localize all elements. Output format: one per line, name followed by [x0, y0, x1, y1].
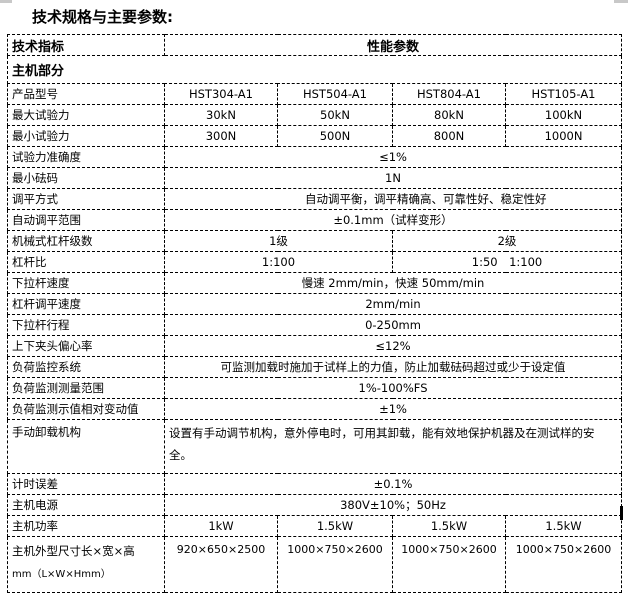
cell: 1000×750×2600	[392, 536, 506, 593]
row-label: 试验力准确度	[7, 146, 165, 168]
cell: 可监测加载时施加于试样上的力值，防止加载砝码超过或少于设定值	[163, 356, 623, 378]
cell: HST504-A1	[277, 83, 393, 105]
cell: 500N	[277, 125, 393, 147]
cell: 1%-100%FS	[163, 377, 623, 399]
cell: 300N	[164, 125, 278, 147]
table-row: 最大试验力 30kN 50kN 80kN 100kN	[7, 104, 623, 126]
table-row: 负荷监控系统 可监测加载时施加于试样上的力值，防止加载砝码超过或少于设定值	[7, 356, 623, 378]
table-row: 上下夹头偏心率 ≤12%	[7, 335, 623, 357]
cell: 慢速 2mm/min，快速 50mm/min	[163, 272, 623, 294]
table-row: 负荷监测测量范围 1%-100%FS	[7, 377, 623, 399]
cell: 100kN	[504, 104, 623, 126]
cell: 设置有手动调节机构，意外停电时，可用其卸载，能有效地保护机器及在测试样的安全。	[163, 419, 623, 474]
row-label: 主机功率	[7, 515, 165, 537]
row-label: 最小试验力	[7, 125, 165, 147]
row-label: 最大试验力	[7, 104, 165, 126]
cell: HST105-A1	[504, 83, 623, 105]
table-row: 试验力准确度 ≤1%	[7, 146, 623, 168]
cell: 50kN	[277, 104, 393, 126]
cell: ≤1%	[163, 146, 623, 168]
cell: 800N	[392, 125, 506, 147]
cell: 30kN	[164, 104, 278, 126]
page-title: 技术规格与主要参数:	[32, 8, 173, 26]
text-cursor	[620, 506, 623, 520]
table-row: 手动卸载机构 设置有手动调节机构，意外停电时，可用其卸载，能有效地保护机器及在测…	[7, 419, 623, 474]
table-header-row: 技术指标 性能参数	[7, 34, 623, 56]
cell: 0-250mm	[163, 314, 623, 336]
table-row: 下拉杆速度 慢速 2mm/min，快速 50mm/min	[7, 272, 623, 294]
table-row: 最小试验力 300N 500N 800N 1000N	[7, 125, 623, 147]
table-row: 负荷监测示值相对变动值 ±1%	[7, 398, 623, 420]
row-label-line2: mm（L×W×Hmm）	[12, 569, 111, 580]
row-label: 主机电源	[7, 494, 165, 516]
cell: 1.5kW	[277, 515, 393, 537]
row-label: 主机外型尺寸长×宽×高 mm（L×W×Hmm）	[7, 536, 165, 593]
cell: 2mm/min	[163, 293, 623, 315]
cell: HST804-A1	[392, 83, 506, 105]
row-label: 自动调平范围	[7, 209, 165, 231]
section-row: 主机部分	[6, 55, 623, 84]
row-label: 下拉杆速度	[7, 272, 165, 294]
row-label: 负荷监控系统	[7, 356, 165, 378]
row-label: 杠杆调平速度	[7, 293, 165, 315]
table-row: 主机功率 1kW 1.5kW 1.5kW 1.5kW	[7, 515, 623, 537]
cell: ±1%	[163, 398, 623, 420]
cell: 1kW	[164, 515, 278, 537]
header-indicator: 技术指标	[7, 34, 165, 56]
section-title: 主机部分	[6, 55, 623, 84]
cell: 1N	[163, 167, 623, 189]
cell: 1.5kW	[392, 515, 506, 537]
scroll-corner-right	[614, 0, 628, 3]
table-row: 自动调平范围 ±0.1mm（试样变形）	[7, 209, 623, 231]
cell: 1000N	[504, 125, 623, 147]
row-label: 杠杆比	[7, 251, 165, 273]
table-row: 主机外型尺寸长×宽×高 mm（L×W×Hmm） 920×650×2500 1000…	[7, 536, 623, 593]
cell: ≤12%	[163, 335, 623, 357]
row-label: 上下夹头偏心率	[7, 335, 165, 357]
cell: 自动调平衡，调平精确高、可靠性好、稳定性好	[163, 188, 623, 210]
cell: 80kN	[392, 104, 506, 126]
cell: ±0.1%	[163, 473, 623, 495]
row-label: 计时误差	[7, 473, 165, 495]
row-label: 产品型号	[7, 83, 165, 105]
row-label: 机械式杠杆级数	[7, 230, 165, 252]
row-label: 负荷监测示值相对变动值	[7, 398, 165, 420]
cell: 2级	[391, 230, 623, 252]
cell: 1.5kW	[504, 515, 623, 537]
table-row: 主机电源 380V±10%；50Hz	[7, 494, 623, 516]
cell: 380V±10%；50Hz	[163, 494, 623, 516]
table-row: 计时误差 ±0.1%	[7, 473, 623, 495]
row-label: 下拉杆行程	[7, 314, 165, 336]
cell: 1级	[164, 230, 393, 252]
cell: ±0.1mm（试样变形）	[163, 209, 623, 231]
cell: HST304-A1	[164, 83, 278, 105]
cell: 1:100	[164, 251, 393, 273]
cell: 1000×750×2600	[504, 536, 623, 593]
table-row: 下拉杆行程 0-250mm	[7, 314, 623, 336]
row-label: 手动卸载机构	[7, 419, 165, 474]
row-label: 最小砝码	[7, 167, 165, 189]
header-performance: 性能参数	[163, 34, 623, 56]
table-row: 产品型号 HST304-A1 HST504-A1 HST804-A1 HST10…	[7, 83, 623, 105]
row-label-line1: 主机外型尺寸长×宽×高	[12, 544, 135, 558]
cell: 1:50 1:100	[391, 251, 623, 273]
table-row: 机械式杠杆级数 1级 2级	[7, 230, 623, 252]
table-row: 杠杆调平速度 2mm/min	[7, 293, 623, 315]
row-label: 负荷监测测量范围	[7, 377, 165, 399]
spec-table: 技术指标 性能参数 主机部分 产品型号 HST304-A1 HST504-A1 …	[6, 34, 623, 593]
cell: 920×650×2500	[164, 536, 278, 593]
table-row: 最小砝码 1N	[7, 167, 623, 189]
table-row: 调平方式 自动调平衡，调平精确高、可靠性好、稳定性好	[7, 188, 623, 210]
cell: 1000×750×2600	[277, 536, 393, 593]
row-label: 调平方式	[7, 188, 165, 210]
table-row: 杠杆比 1:100 1:50 1:100	[7, 251, 623, 273]
scroll-corner-left	[0, 0, 12, 3]
